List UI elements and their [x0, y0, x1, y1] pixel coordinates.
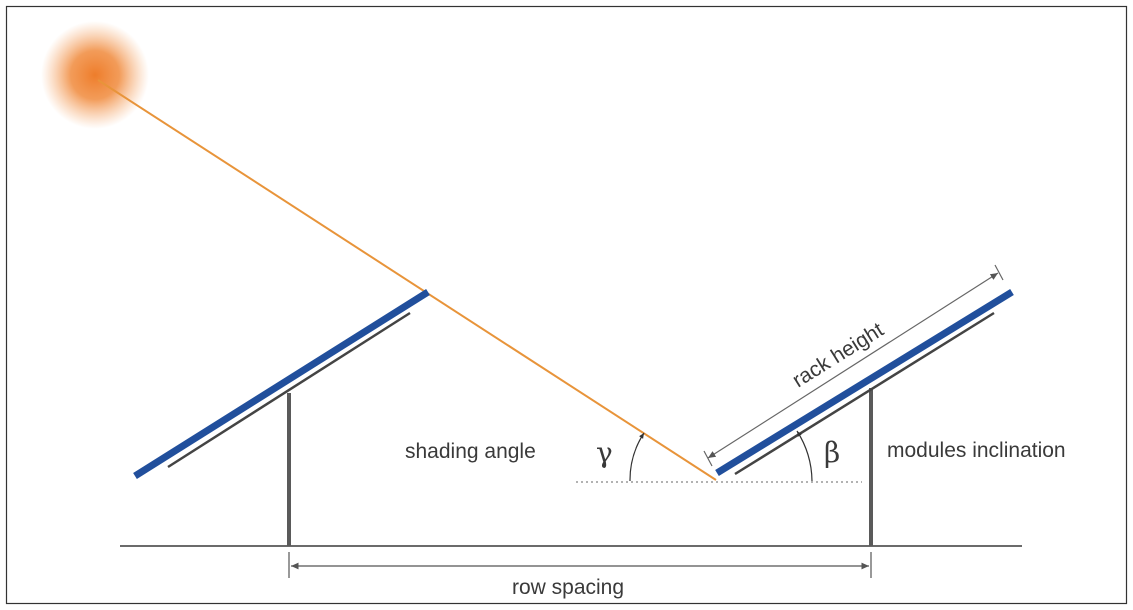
rack-height-tick-bottom	[703, 450, 713, 467]
left-rack-rail	[167, 311, 411, 469]
gamma-symbol: γ	[596, 436, 613, 469]
beta-symbol: β	[824, 436, 840, 469]
sun-icon	[41, 21, 149, 129]
shading-angle-arc	[629, 432, 645, 482]
frame-border	[5, 5, 1128, 605]
sun-ray	[97, 79, 717, 481]
left-module	[133, 289, 430, 479]
rack-height-tick-top	[994, 264, 1004, 281]
shading-angle-label: shading angle	[405, 440, 536, 463]
rack-height-dimension	[707, 272, 999, 459]
row-spacing-label: row spacing	[512, 576, 624, 599]
inclination-angle-arc	[796, 430, 813, 482]
modules-inclination-label: modules inclination	[887, 439, 1066, 462]
